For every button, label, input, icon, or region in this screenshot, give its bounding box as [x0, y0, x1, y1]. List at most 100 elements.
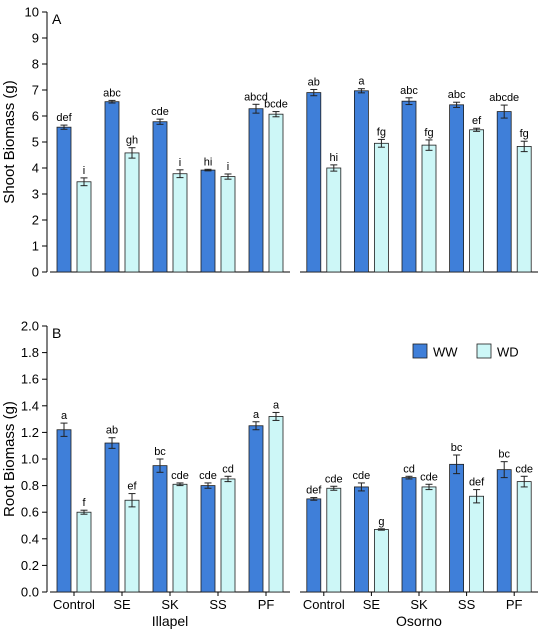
y-tick-label: 3 [32, 187, 39, 202]
significance-label: ef [127, 481, 137, 493]
significance-label: f [82, 497, 86, 509]
significance-label: g [378, 516, 384, 528]
category-label: SS [458, 597, 476, 612]
significance-label: bcde [264, 99, 288, 111]
y-tick-label: 0.2 [21, 558, 39, 573]
bar-wd [76, 511, 92, 593]
bar-wd [124, 499, 140, 593]
bar-ww [200, 169, 216, 273]
bar-ww [56, 429, 72, 593]
bar-ww [248, 425, 264, 593]
bar-wd [469, 495, 485, 593]
bar-ww [200, 485, 216, 593]
legend-label-wd: WD [497, 345, 519, 360]
bar-wd [268, 416, 284, 593]
bar-ww [152, 465, 168, 593]
bar-ww [306, 92, 322, 273]
y-tick-label: 2.0 [21, 319, 39, 334]
category-label: SS [209, 597, 227, 612]
bar-wd [421, 144, 437, 273]
significance-label: cde [199, 470, 217, 482]
significance-label: cd [403, 463, 415, 475]
significance-label: fg [424, 127, 433, 139]
bar-wd [373, 529, 389, 593]
group-label: Osorno [396, 613, 442, 629]
bar-wd [516, 481, 532, 593]
bar-wd [326, 487, 342, 593]
significance-label: ab [106, 425, 118, 437]
y-tick-label: 1.6 [21, 372, 39, 387]
y-tick-label: 8 [32, 57, 39, 72]
bar-ww [401, 477, 417, 593]
bar-wd [326, 167, 342, 273]
y-tick-label: 10 [25, 5, 39, 20]
bar-ww [401, 100, 417, 273]
bar-wd [373, 142, 389, 273]
significance-label: abcd [244, 91, 268, 103]
category-label: SE [113, 597, 131, 612]
significance-label: i [83, 165, 85, 177]
significance-label: a [61, 410, 68, 422]
significance-label: bc [451, 442, 463, 454]
significance-label: cde [515, 463, 533, 475]
significance-label: abcde [489, 92, 519, 104]
significance-label: cde [353, 470, 371, 482]
legend: WW WD [412, 343, 519, 360]
significance-label: i [227, 161, 229, 173]
bar-wd [220, 478, 236, 593]
y-tick-label: 0.8 [21, 478, 39, 493]
group-label: Illapel [152, 613, 189, 629]
y-axis-title: Shoot Biomass (g) [1, 80, 18, 203]
significance-label: hi [330, 152, 339, 164]
bar-wd [220, 176, 236, 273]
significance-label: def [56, 112, 72, 124]
category-label: SK [161, 597, 179, 612]
y-tick-label: 0.6 [21, 505, 39, 520]
bar-ww [56, 126, 72, 273]
legend-swatch-ww [412, 343, 428, 359]
significance-label: cd [222, 463, 234, 475]
significance-label: def [469, 477, 485, 489]
significance-label: cde [151, 106, 169, 118]
significance-label: abc [448, 89, 466, 101]
significance-label: hi [204, 156, 213, 168]
bar-wd [469, 129, 485, 273]
bar-wd [124, 152, 140, 273]
y-tick-label: 1.8 [21, 345, 39, 360]
y-tick-label: 5 [32, 135, 39, 150]
y-axis-title: Root Biomass (g) [1, 401, 18, 517]
bar-wd [76, 181, 92, 273]
significance-label: gh [126, 135, 138, 147]
legend-swatch-wd [476, 343, 492, 359]
significance-label: i [179, 157, 181, 169]
bar-ww [152, 121, 168, 273]
bar-ww [306, 498, 322, 593]
bar-ww [353, 486, 369, 593]
y-tick-label: 1 [32, 239, 39, 254]
category-label: PF [258, 597, 275, 612]
significance-label: abc [400, 85, 418, 97]
significance-label: a [253, 409, 260, 421]
significance-label: def [306, 485, 322, 497]
bar-wd [172, 483, 188, 593]
significance-label: abc [103, 87, 121, 99]
y-tick-label: 1.4 [21, 398, 39, 413]
bar-ww [353, 90, 369, 273]
category-label: Control [53, 597, 95, 612]
bar-wd [172, 173, 188, 273]
bar-wd [421, 486, 437, 593]
significance-label: cde [325, 473, 343, 485]
bar-wd [516, 146, 532, 273]
y-tick-label: 0.0 [21, 585, 39, 600]
y-tick-label: 1.2 [21, 425, 39, 440]
bar-wd [268, 113, 284, 273]
y-tick-label: 0.4 [21, 531, 39, 546]
category-label: SK [410, 597, 428, 612]
significance-label: fg [520, 128, 529, 140]
y-tick-label: 6 [32, 109, 39, 124]
legend-label-ww: WW [433, 345, 458, 360]
significance-label: cde [171, 470, 189, 482]
bar-ww [449, 463, 465, 593]
significance-label: a [358, 76, 365, 88]
